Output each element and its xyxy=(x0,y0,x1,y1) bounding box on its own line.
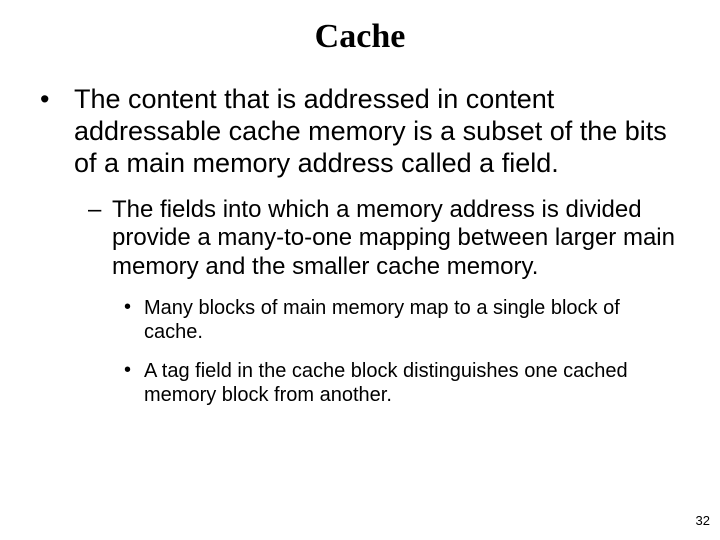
bullet-level3: • A tag field in the cache block disting… xyxy=(40,359,680,408)
dot-marker: • xyxy=(124,296,144,319)
bullet-level3: • Many blocks of main memory map to a si… xyxy=(40,296,680,345)
bullet-text: A tag field in the cache block distingui… xyxy=(144,359,680,408)
dash-marker: – xyxy=(88,196,112,224)
bullet-text: The fields into which a memory address i… xyxy=(112,196,680,282)
bullet-text: Many blocks of main memory map to a sing… xyxy=(144,296,680,345)
bullet-marker: • xyxy=(40,84,74,115)
bullet-level2: – The fields into which a memory address… xyxy=(40,196,680,282)
slide: Cache • The content that is addressed in… xyxy=(0,0,720,540)
bullet-level1: • The content that is addressed in conte… xyxy=(40,84,680,180)
bullet-text: The content that is addressed in content… xyxy=(74,84,680,180)
slide-title: Cache xyxy=(40,18,680,56)
dot-marker: • xyxy=(124,359,144,382)
page-number: 32 xyxy=(696,513,710,528)
